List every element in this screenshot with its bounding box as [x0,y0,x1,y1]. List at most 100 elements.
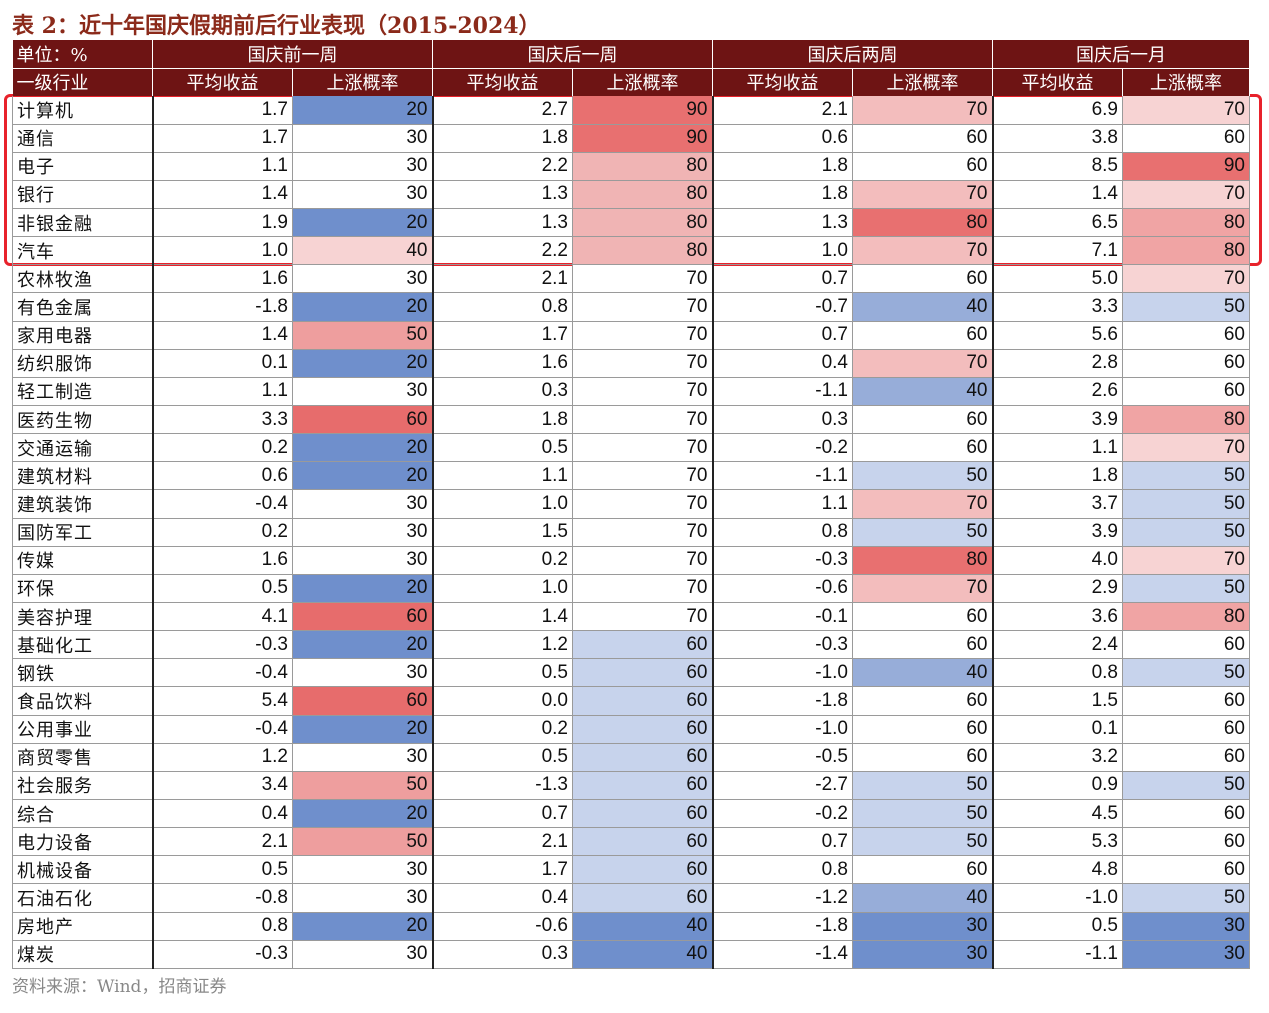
rise-prob-cell: 50 [852,518,994,547]
rise-prob-cell: 50 [1122,771,1250,801]
avg-return-cell: 3.6 [992,602,1123,632]
rise-prob-cell: 70 [572,321,714,350]
rise-prob-cell: 60 [292,686,434,716]
table-row: 基础化工 -0.3 20 1.2 60 -0.3 60 2.4 60 [12,630,1250,660]
table-row: 美容护理 4.1 60 1.4 70 -0.1 60 3.6 80 [12,602,1250,632]
table-row: 社会服务 3.4 50 -1.3 60 -2.7 50 0.9 50 [12,771,1250,801]
industry-name: 汽车 [12,236,154,266]
industry-performance-table: 单位：% 国庆前一周 国庆后一周 国庆后两周 国庆后一月 一级行业 平均收益 上… [12,40,1250,969]
avg-return-cell: -1.0 [992,883,1123,913]
avg-return-cell: 0.5 [432,743,573,772]
table-title: 表 2：近十年国庆假期前后行业表现（2015-2024） [12,13,541,39]
rise-prob-cell: 70 [1122,264,1250,294]
rise-prob-cell: 80 [572,208,714,238]
avg-return-cell: 1.8 [432,405,573,435]
rise-prob-cell: 50 [292,827,434,857]
rise-prob-cell: 30 [852,940,994,969]
industry-name: 有色金属 [12,292,154,322]
avg-return-cell: 2.6 [992,377,1123,407]
avg-return-cell: 1.3 [432,208,573,238]
rise-prob-cell: 70 [572,489,714,519]
rise-prob-cell: 40 [852,658,994,688]
avg-return-cell: 0.5 [152,855,293,885]
avg-return-cell: 0.8 [712,855,853,885]
rise-prob-cell: 20 [292,433,434,463]
rise-prob-cell: 50 [1122,574,1250,604]
rise-prob-cell: 70 [852,236,994,266]
avg-return-cell: 5.3 [992,827,1123,857]
avg-return-cell: 0.5 [152,574,293,604]
rise-prob-cell: 30 [1122,912,1250,941]
rise-prob-cell: 60 [1122,827,1250,857]
rise-prob-cell: 20 [292,292,434,322]
industry-name: 石油石化 [12,883,154,913]
avg-return-cell: -0.2 [712,433,853,463]
industry-name: 建筑装饰 [12,489,154,519]
rise-prob-cell: 50 [852,799,994,829]
avg-return-cell: 1.8 [712,152,853,181]
table-row: 建筑材料 0.6 20 1.1 70 -1.1 50 1.8 50 [12,461,1250,491]
avg-return-cell: 1.0 [432,489,573,519]
avg-return-cell: 0.2 [152,518,293,547]
table-row: 交通运输 0.2 20 0.5 70 -0.2 60 1.1 70 [12,433,1250,463]
avg-return-cell: 8.5 [992,152,1123,181]
rise-prob-cell: 60 [852,152,994,181]
rise-prob-cell: 60 [852,264,994,294]
avg-return-cell: -2.7 [712,771,853,801]
avg-return-cell: 0.5 [432,658,573,688]
avg-return-cell: 0.0 [432,686,573,716]
rise-prob-cell: 60 [572,686,714,716]
rise-prob-cell: 60 [1122,799,1250,829]
rise-prob-cell: 30 [292,940,434,969]
rise-prob-cell: 70 [572,546,714,575]
avg-return-cell: 1.8 [432,124,573,153]
industry-name: 环保 [12,574,154,604]
rise-prob-cell: 40 [572,912,714,941]
rise-prob-cell: 90 [1122,152,1250,181]
rise-prob-cell: 60 [1122,124,1250,153]
avg-return-cell: -0.3 [152,630,293,660]
avg-return-cell: 0.4 [152,799,293,829]
avg-return-cell: 0.7 [712,827,853,857]
rise-prob-cell: 70 [572,602,714,632]
avg-return-cell: 2.8 [992,349,1123,378]
avg-return-cell: 1.6 [152,546,293,575]
industry-name: 农林牧渔 [12,264,154,294]
industry-name: 基础化工 [12,630,154,660]
avg-return-cell: 1.2 [432,630,573,660]
rise-prob-cell: 60 [852,715,994,744]
rise-prob-cell: 80 [1122,208,1250,238]
avg-return-cell: 0.2 [432,546,573,575]
avg-return-cell: 0.3 [432,940,573,969]
avg-return-cell: 0.9 [992,771,1123,801]
table-body: 计算机 1.7 20 2.7 90 2.1 70 6.9 70 通信 1.7 30 1.8 90 0.6 60… [12,96,1250,969]
table-row: 房地产 0.8 20 -0.6 40 -1.8 30 0.5 30 [12,912,1250,941]
avg-return-cell: -1.2 [712,883,853,913]
industry-name: 轻工制造 [12,377,154,407]
rise-prob-cell: 40 [572,940,714,969]
industry-name: 电力设备 [12,827,154,857]
rise-prob-cell: 50 [852,461,994,491]
table-row: 机械设备 0.5 30 1.7 60 0.8 60 4.8 60 [12,855,1250,885]
table-row: 医药生物 3.3 60 1.8 70 0.3 60 3.9 80 [12,405,1250,435]
rise-prob-cell: 70 [852,180,994,210]
avg-return-cell: -0.8 [152,883,293,913]
avg-return-cell: 0.4 [712,349,853,378]
avg-return-cell: 1.7 [152,124,293,153]
rise-prob-cell: 40 [852,292,994,322]
avg-return-cell: 3.7 [992,489,1123,519]
rise-prob-cell: 50 [852,827,994,857]
industry-name: 传媒 [12,546,154,575]
avg-return-cell: 0.8 [712,518,853,547]
rise-prob-cell: 70 [572,377,714,407]
table-row: 国防军工 0.2 30 1.5 70 0.8 50 3.9 50 [12,518,1250,547]
avg-return-cell: 4.5 [992,799,1123,829]
avg-return-cell: 2.1 [432,264,573,294]
table-row: 非银金融 1.9 20 1.3 80 1.3 80 6.5 80 [12,208,1250,238]
rise-prob-cell: 60 [1122,630,1250,660]
table-row: 食品饮料 5.4 60 0.0 60 -1.8 60 1.5 60 [12,686,1250,716]
avg-return-cell: -1.1 [712,377,853,407]
rise-prob-cell: 60 [852,602,994,632]
rise-prob-cell: 80 [1122,236,1250,266]
rise-prob-cell: 50 [1122,489,1250,519]
